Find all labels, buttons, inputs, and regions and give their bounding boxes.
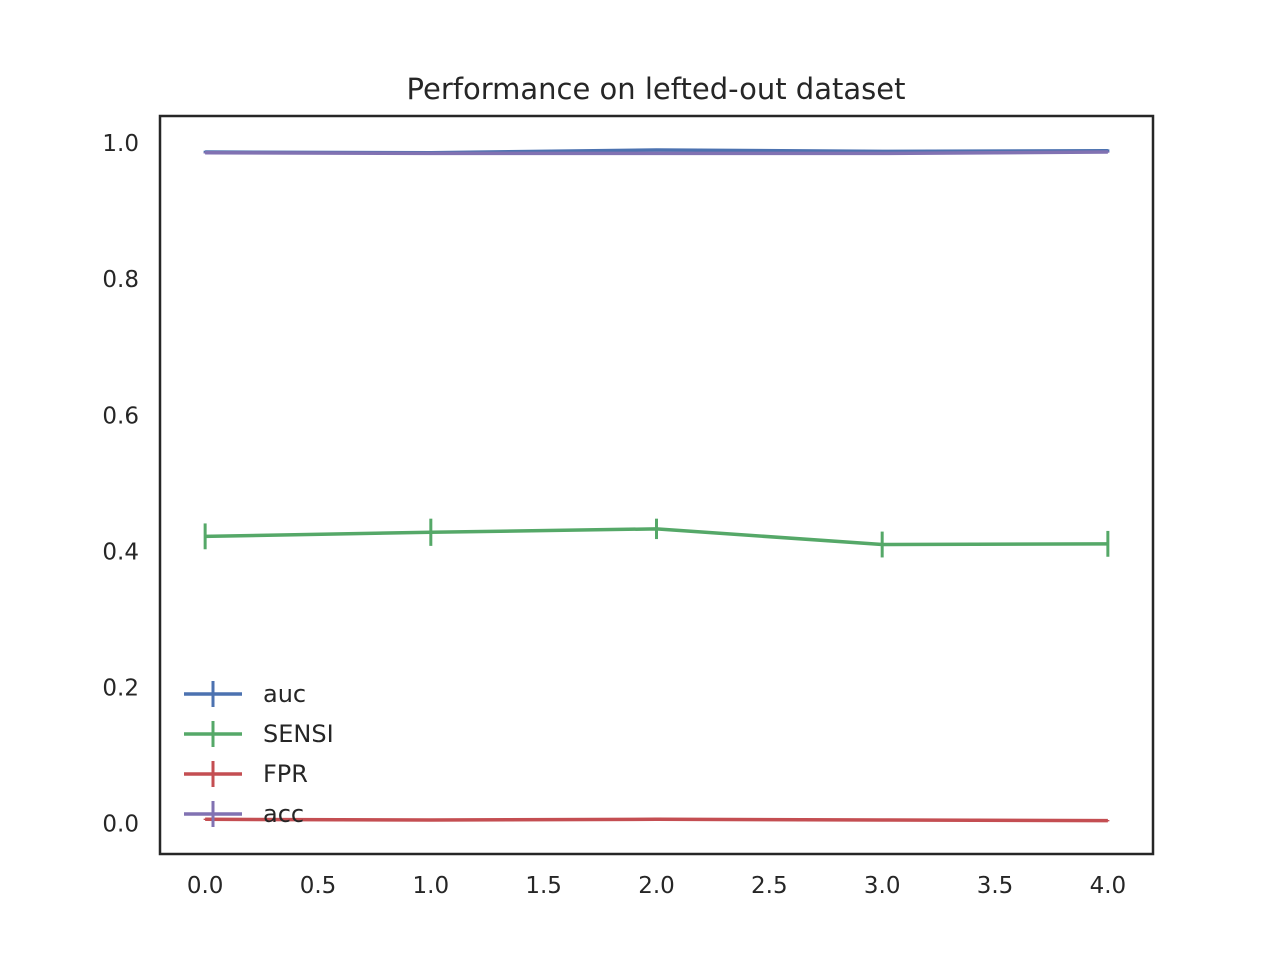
legend-label: FPR [263, 760, 308, 788]
y-tick-label: 0.0 [102, 811, 139, 837]
series-acc [205, 151, 1108, 154]
plot-series [205, 149, 1108, 822]
legend-label: auc [263, 680, 306, 708]
x-tick-label: 0.5 [300, 873, 337, 899]
legend-item-acc: acc [184, 800, 304, 828]
x-tick-label: 4.0 [1090, 873, 1127, 899]
y-tick-label: 1.0 [102, 131, 139, 157]
x-tick-label: 0.0 [187, 873, 224, 899]
y-tick-label: 0.6 [102, 403, 139, 429]
legend-item-auc: auc [184, 680, 306, 708]
y-axis-ticks: 0.0 0.2 0.4 0.6 0.8 1.0 [102, 131, 139, 837]
y-tick-label: 0.4 [102, 539, 139, 565]
x-tick-label: 3.0 [864, 873, 901, 899]
series-fpr [205, 819, 1108, 822]
x-tick-label: 1.5 [525, 873, 562, 899]
legend-item-sensi: SENSI [184, 720, 334, 748]
legend: auc SENSI FPR acc [184, 680, 334, 828]
y-tick-label: 0.2 [102, 675, 139, 701]
y-tick-label: 0.8 [102, 267, 139, 293]
x-tick-label: 2.0 [638, 873, 675, 899]
chart-title: Performance on lefted-out dataset [407, 72, 906, 106]
legend-label: acc [263, 800, 304, 828]
x-tick-label: 2.5 [751, 873, 788, 899]
x-tick-label: 1.0 [413, 873, 450, 899]
legend-item-fpr: FPR [184, 760, 308, 788]
legend-label: SENSI [263, 720, 334, 748]
x-tick-label: 3.5 [977, 873, 1014, 899]
series-sensi [205, 519, 1108, 558]
x-axis-ticks: 0.0 0.5 1.0 1.5 2.0 2.5 3.0 3.5 4.0 [187, 873, 1126, 899]
